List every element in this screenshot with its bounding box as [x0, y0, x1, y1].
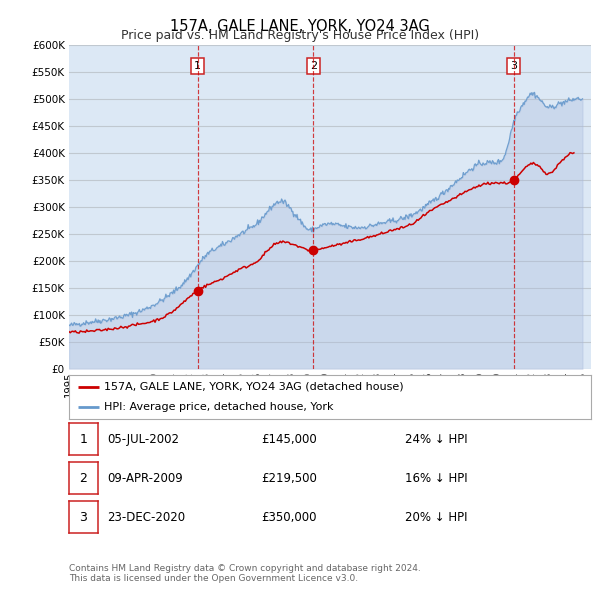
Text: 24% ↓ HPI: 24% ↓ HPI [405, 432, 467, 446]
Text: 09-APR-2009: 09-APR-2009 [107, 471, 182, 485]
Text: 157A, GALE LANE, YORK, YO24 3AG (detached house): 157A, GALE LANE, YORK, YO24 3AG (detache… [104, 382, 404, 392]
Text: 1: 1 [79, 432, 88, 446]
Text: 3: 3 [510, 61, 517, 71]
Text: 05-JUL-2002: 05-JUL-2002 [107, 432, 179, 446]
Text: HPI: Average price, detached house, York: HPI: Average price, detached house, York [104, 402, 334, 412]
Text: £350,000: £350,000 [261, 510, 317, 524]
Text: 20% ↓ HPI: 20% ↓ HPI [405, 510, 467, 524]
Text: 3: 3 [79, 510, 88, 524]
Text: 2: 2 [310, 61, 317, 71]
Text: Price paid vs. HM Land Registry's House Price Index (HPI): Price paid vs. HM Land Registry's House … [121, 30, 479, 42]
Text: 157A, GALE LANE, YORK, YO24 3AG: 157A, GALE LANE, YORK, YO24 3AG [170, 19, 430, 34]
Text: £219,500: £219,500 [261, 471, 317, 485]
Text: 1: 1 [194, 61, 201, 71]
Text: £145,000: £145,000 [261, 432, 317, 446]
Text: 16% ↓ HPI: 16% ↓ HPI [405, 471, 467, 485]
Text: 2: 2 [79, 471, 88, 485]
Text: 23-DEC-2020: 23-DEC-2020 [107, 510, 185, 524]
Text: Contains HM Land Registry data © Crown copyright and database right 2024.
This d: Contains HM Land Registry data © Crown c… [69, 563, 421, 583]
